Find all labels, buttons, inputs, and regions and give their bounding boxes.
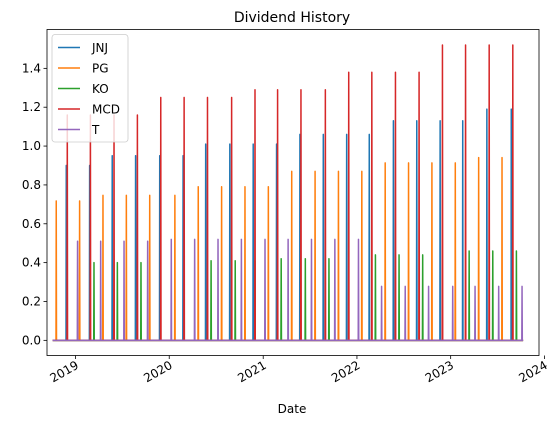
x-tick-label: 2020 — [141, 358, 174, 385]
legend-label-pg: PG — [92, 62, 109, 76]
x-tick-label: 2019 — [48, 358, 81, 385]
y-axis: 0.0 0.2 0.4 0.6 0.8 1.0 1.2 1.4 — [22, 61, 47, 347]
y-tick-label: 0.0 — [22, 333, 41, 347]
x-tick-label: 2024 — [516, 358, 547, 385]
y-tick-label: 0.8 — [22, 178, 41, 192]
x-tick-label: 2023 — [423, 358, 456, 385]
legend-box — [51, 34, 129, 143]
y-tick-label: 0.2 — [22, 294, 41, 308]
series-line-t — [52, 238, 524, 342]
x-axis-label: Date — [278, 402, 307, 416]
series-layer — [52, 44, 524, 342]
x-tick-label: 2022 — [329, 358, 362, 385]
series-line-ko — [52, 250, 524, 342]
y-tick-label: 1.4 — [22, 61, 41, 75]
y-tick-label: 0.4 — [22, 256, 41, 270]
chart-title: Dividend History — [234, 10, 350, 26]
legend-label-jnj: JNJ — [91, 41, 108, 55]
y-tick-label: 0.6 — [22, 217, 41, 231]
y-tick-label: 1.0 — [22, 139, 41, 153]
legend-label-t: T — [91, 123, 100, 137]
x-tick-label: 2021 — [235, 358, 268, 385]
y-tick-label: 1.2 — [22, 100, 41, 114]
legend-label-mcd: MCD — [92, 103, 120, 117]
plot-frame — [46, 29, 540, 356]
legend: JNJ PG KO MCD T — [51, 34, 129, 143]
x-axis: 2019 2020 2021 2022 2023 2024 — [48, 355, 547, 385]
legend-label-ko: KO — [92, 82, 109, 96]
